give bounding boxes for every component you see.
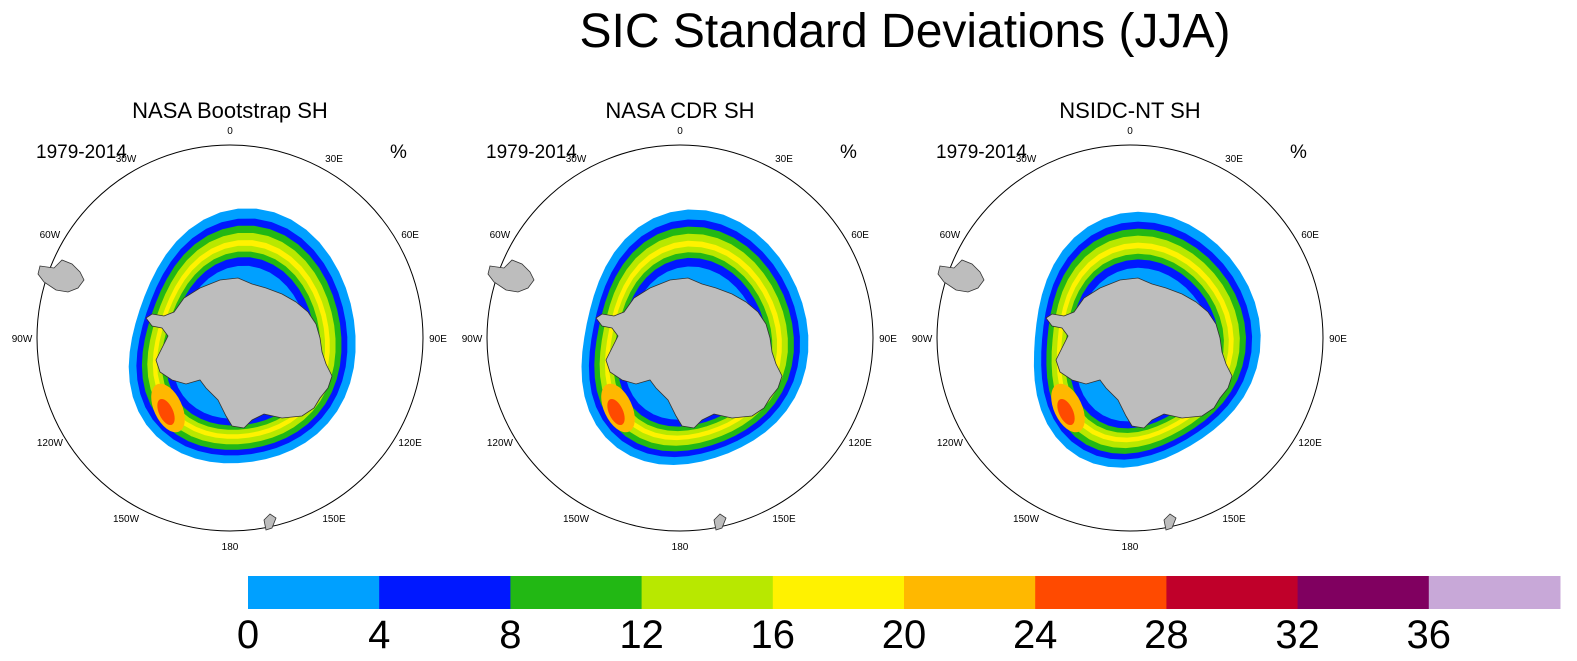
longitude-label: 0 [677,126,683,137]
longitude-label: 180 [222,542,239,553]
sic-contour-band [157,398,175,426]
longitude-label: 60W [40,230,61,241]
south-america-landmass [487,259,535,293]
panel-title: NASA Bootstrap SH [132,98,328,123]
antarctica-landmass [145,277,333,429]
colorbar-swatch [248,576,380,609]
longitude-label: 120E [1298,438,1322,449]
sic-contour-band [1057,398,1075,426]
longitude-label: 60W [490,230,511,241]
colorbar-swatch [1166,576,1299,609]
units-label: % [390,142,407,163]
longitude-label: 150W [563,514,590,525]
longitude-label: 120W [487,438,514,449]
period-label: 1979-2014 [486,142,577,163]
colorbar-swatch [1428,576,1561,609]
colorbar-tick-label: 4 [368,613,390,657]
antarctica-landmass [1045,277,1233,429]
colorbar-tick-label: 12 [619,613,664,657]
antarctica-landmass [595,277,783,429]
new-zealand-landmass [1163,513,1177,531]
longitude-label: 90E [429,334,447,345]
longitude-label: 150E [772,514,796,525]
longitude-label: 60E [851,230,869,241]
longitude-label: 0 [1127,126,1133,137]
longitude-label: 30E [1225,154,1243,165]
colorbar-swatch [379,576,511,609]
colorbar-swatch [904,576,1036,609]
longitude-label: 0 [227,126,233,137]
colorbar-swatch [772,576,905,609]
new-zealand-landmass [713,513,727,531]
longitude-label: 150W [113,514,140,525]
colorbar-tick-label: 16 [751,613,796,657]
longitude-label: 30E [775,154,793,165]
longitude-label: 150E [322,514,346,525]
sic-contour-band [607,398,625,426]
colorbar-tick-label: 8 [499,613,521,657]
longitude-label: 60E [1301,230,1319,241]
longitude-label: 90W [12,334,33,345]
longitude-label: 30E [325,154,343,165]
colorbar-tick-label: 36 [1407,613,1452,657]
longitude-label: 150E [1222,514,1246,525]
panel-title: NSIDC-NT SH [1059,98,1200,123]
colorbar-swatch [1297,576,1430,609]
longitude-label: 120W [937,438,964,449]
colorbar-swatch [510,576,643,609]
longitude-label: 90E [1329,334,1347,345]
map-panel-3: NSIDC-NT SH 1979-2014 % 0 30E 60E 90E 120E 150E 1… [912,98,1348,553]
colorbar-tick-label: 0 [237,613,259,657]
longitude-label: 60W [940,230,961,241]
units-label: % [840,142,857,163]
south-america-landmass [37,259,85,293]
longitude-label: 60E [401,230,419,241]
longitude-label: 150W [1013,514,1040,525]
longitude-label: 120E [848,438,872,449]
main-title: SIC Standard Deviations (JJA) [579,5,1231,58]
longitude-label: 90W [462,334,483,345]
longitude-label: 30W [1016,154,1037,165]
new-zealand-landmass [263,513,277,531]
south-america-landmass [937,259,985,293]
panel-title: NASA CDR SH [605,98,754,123]
map-panel-2: NASA CDR SH 1979-2014 % 0 30E 60E 90E 120E 150E 1… [462,98,898,553]
longitude-label: 180 [1122,542,1139,553]
colorbar-swatch [641,576,774,609]
longitude-label: 90W [912,334,933,345]
colorbar-tick-label: 32 [1275,613,1320,657]
longitude-label: 30W [566,154,587,165]
longitude-label: 30W [116,154,137,165]
colorbar: 0 4 8 12 16 20 24 28 32 36 [237,576,1561,657]
colorbar-tick-label: 20 [882,613,927,657]
colorbar-tick-label: 28 [1144,613,1189,657]
colorbar-tick-label: 24 [1013,613,1058,657]
longitude-label: 120W [37,438,64,449]
longitude-label: 120E [398,438,422,449]
longitude-label: 90E [879,334,897,345]
units-label: % [1290,142,1307,163]
longitude-label: 180 [672,542,689,553]
period-label: 1979-2014 [36,142,127,163]
colorbar-swatch [1035,576,1167,609]
period-label: 1979-2014 [936,142,1027,163]
